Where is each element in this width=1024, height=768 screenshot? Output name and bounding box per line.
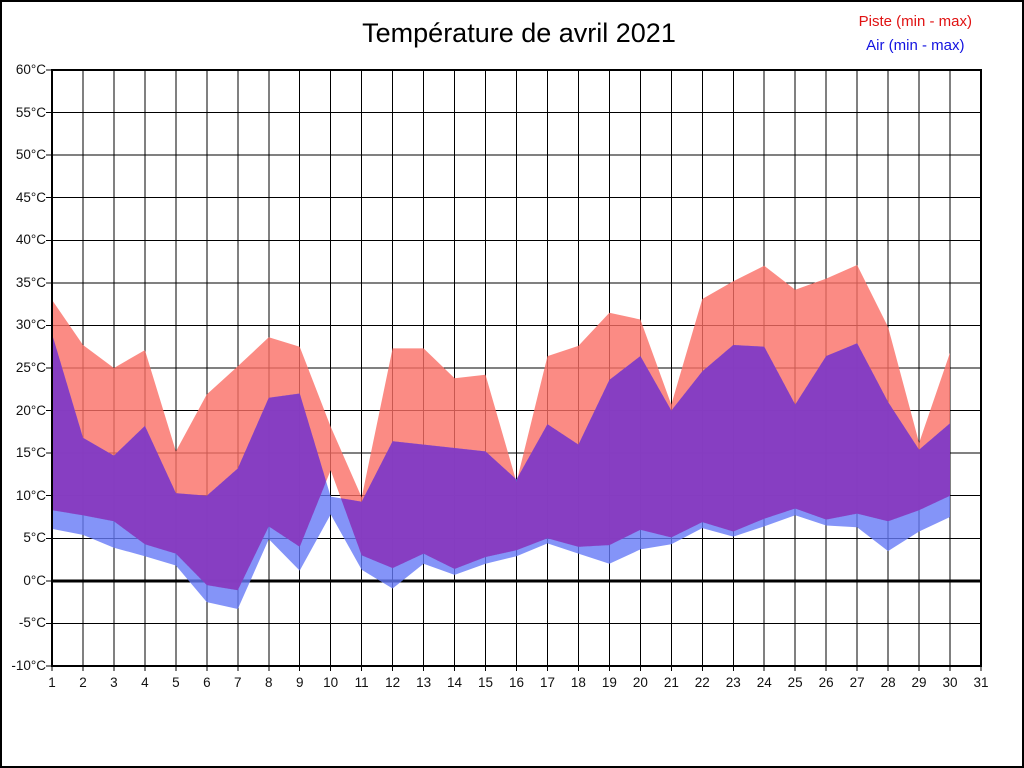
y-tick-label: -5°C <box>18 615 46 631</box>
x-tick-label: 17 <box>539 675 555 690</box>
x-tick-label: 8 <box>265 675 273 690</box>
y-tick-label: 35°C <box>15 274 46 290</box>
x-tick-label: 9 <box>295 675 304 690</box>
y-tick-label: -10°C <box>11 658 46 673</box>
x-tick-label: 27 <box>849 675 865 690</box>
x-tick-label: 23 <box>725 675 741 690</box>
x-tick-label: 3 <box>110 675 118 690</box>
y-tick-label: 0°C <box>23 572 46 588</box>
x-tick-label: 12 <box>385 675 401 690</box>
x-tick-label: 22 <box>694 675 710 690</box>
x-tick-label: 16 <box>508 675 525 690</box>
x-tick-label: 2 <box>79 675 87 690</box>
x-tick-label: 7 <box>234 675 242 690</box>
legend-piste: Piste (min - max) <box>858 13 972 30</box>
x-tick-label: 25 <box>787 675 803 690</box>
x-tick-label: 28 <box>880 675 896 690</box>
y-tick-label: 50°C <box>15 147 46 163</box>
y-tick-label: 10°C <box>15 487 46 503</box>
x-tick-label: 5 <box>172 675 180 690</box>
x-tick-label: 6 <box>203 675 211 690</box>
x-tick-label: 26 <box>818 675 834 690</box>
y-tick-label: 5°C <box>23 530 46 546</box>
x-tick-label: 29 <box>911 675 927 690</box>
y-tick-label: 45°C <box>15 189 46 205</box>
x-tick-label: 31 <box>973 675 989 690</box>
x-tick-label: 15 <box>478 675 494 690</box>
x-tick-label: 1 <box>48 675 56 690</box>
x-tick-label: 4 <box>141 675 149 690</box>
x-tick-label: 30 <box>942 675 958 690</box>
overlap-band <box>52 333 326 591</box>
y-tick-label: 60°C <box>15 62 46 77</box>
y-tick-label: 40°C <box>15 232 46 248</box>
y-tick-label: 20°C <box>15 402 46 418</box>
x-tick-label: 18 <box>570 675 586 690</box>
x-tick-label: 11 <box>354 675 369 690</box>
overlap-band <box>341 343 950 569</box>
x-tick-label: 14 <box>447 675 463 690</box>
y-tick-label: 15°C <box>15 445 46 461</box>
x-tick-label: 21 <box>663 675 679 690</box>
axis-ticks <box>46 69 982 671</box>
chart-title: Température de avril 2021 <box>362 18 676 48</box>
legend: Piste (min - max) Air (min - max) <box>859 10 972 58</box>
x-tick-label: 24 <box>756 675 772 690</box>
y-tick-label: 25°C <box>15 360 46 375</box>
x-tick-label: 19 <box>601 675 617 690</box>
y-tick-label: 30°C <box>15 317 46 333</box>
x-tick-label: 10 <box>323 675 339 690</box>
x-tick-label: 13 <box>416 675 432 690</box>
y-tick-label: 55°C <box>15 104 46 120</box>
legend-air: Air (min - max) <box>866 37 965 54</box>
x-tick-label: 20 <box>632 675 648 690</box>
